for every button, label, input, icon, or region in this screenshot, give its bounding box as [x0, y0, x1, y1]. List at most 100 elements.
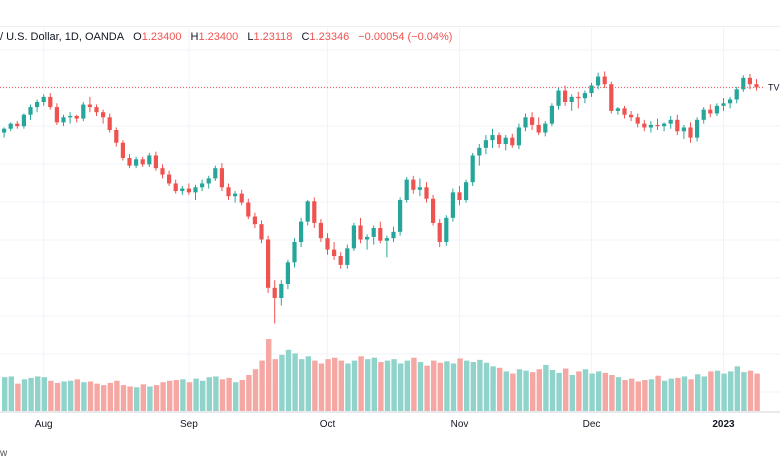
candle-body — [596, 76, 601, 86]
volume-bar — [728, 371, 734, 411]
candle-body — [279, 284, 284, 298]
volume-bar — [437, 362, 443, 411]
candle-body — [681, 127, 686, 132]
high-label: H — [190, 31, 199, 43]
candle-body — [384, 238, 389, 241]
candle-body — [695, 119, 700, 138]
volume-bar — [549, 369, 556, 411]
candle-body — [48, 96, 53, 108]
candle-body — [675, 119, 680, 132]
candle-body — [345, 248, 350, 265]
volume-bar — [708, 371, 714, 411]
volume-bar — [81, 382, 87, 411]
volume-bar — [299, 359, 305, 411]
volume-bar — [219, 379, 226, 411]
volume-bar — [239, 380, 245, 411]
volume-bar — [464, 360, 470, 411]
candle-body — [239, 193, 244, 203]
volume-bar — [582, 369, 589, 411]
volume-bar — [206, 377, 212, 411]
candle-body — [582, 93, 587, 99]
candle-body — [338, 256, 343, 265]
candle-body — [371, 228, 376, 237]
candle-body — [424, 187, 429, 199]
candle-body — [312, 201, 317, 223]
volume-bar — [292, 353, 298, 411]
ohlc-legend: / U.S. Dollar, 1D, OANDA O1.23400 H1.234… — [0, 31, 452, 43]
open-label: O — [133, 31, 142, 43]
candle-body — [569, 96, 574, 102]
candle-body — [101, 112, 106, 118]
candle-body — [81, 104, 86, 119]
candle-body — [200, 183, 205, 188]
volume-bar — [721, 373, 727, 411]
volume-bar — [332, 357, 338, 411]
volume-bar — [8, 376, 14, 411]
volume-bar — [94, 383, 100, 411]
volume-bar — [615, 377, 622, 411]
candle-body — [61, 117, 66, 123]
candle-body — [332, 249, 337, 256]
close-label: C — [301, 31, 310, 43]
candle-body — [516, 127, 521, 146]
candle-body — [714, 105, 719, 114]
candle-body — [530, 117, 535, 125]
volume-bar — [15, 383, 21, 411]
candle-body — [94, 107, 99, 113]
candle-body — [35, 102, 40, 108]
volume-bar — [365, 359, 371, 411]
volume-bar — [681, 376, 688, 411]
volume-bar — [325, 359, 331, 411]
candle-body — [147, 155, 152, 165]
candle-body — [134, 159, 139, 166]
volume-bar — [530, 372, 536, 411]
volume-bar — [510, 373, 516, 411]
candle-body — [391, 231, 396, 239]
volume-bar — [233, 382, 239, 411]
volume-bar — [741, 372, 747, 411]
candle-body — [140, 159, 145, 165]
candle-body — [754, 84, 759, 88]
candle-body — [404, 179, 409, 200]
volume-bar — [596, 371, 602, 411]
volume-bar — [140, 384, 146, 411]
volume-bar — [41, 377, 47, 411]
candle-body — [470, 155, 475, 183]
volume-bar — [497, 367, 503, 411]
candle-body — [629, 114, 634, 118]
candle-body — [648, 124, 653, 128]
volume-bar — [411, 357, 417, 411]
volume-bar — [186, 382, 193, 411]
candle-body — [226, 187, 231, 197]
volume-bar — [483, 362, 490, 411]
volume-bar — [61, 381, 67, 411]
volume-bar — [48, 380, 54, 411]
candle-body — [543, 123, 548, 133]
candle-body — [68, 116, 73, 118]
candle-body — [437, 222, 442, 242]
candle-body — [701, 109, 706, 120]
candle-body — [213, 168, 218, 179]
candle-body — [503, 137, 508, 144]
candle-body — [180, 188, 185, 192]
volume-bar — [272, 359, 278, 411]
volume-bar — [54, 382, 61, 411]
volume-bar — [424, 365, 430, 411]
volume-bar — [173, 380, 179, 411]
chart-grid — [0, 28, 780, 412]
volume-bar — [279, 354, 285, 411]
price-candles — [2, 71, 759, 324]
volume-bar — [127, 386, 133, 411]
volume-bar — [444, 361, 450, 411]
low-value: 1.23118 — [253, 31, 293, 43]
volume-bar — [503, 371, 509, 411]
volume-bar — [266, 339, 272, 411]
volume-bar — [338, 360, 344, 411]
volume-bar — [655, 375, 661, 411]
volume-bar — [668, 378, 674, 411]
volume-bar — [490, 366, 496, 411]
candle-body — [8, 123, 13, 129]
volume-bar — [576, 371, 582, 411]
candle-body — [450, 192, 455, 218]
